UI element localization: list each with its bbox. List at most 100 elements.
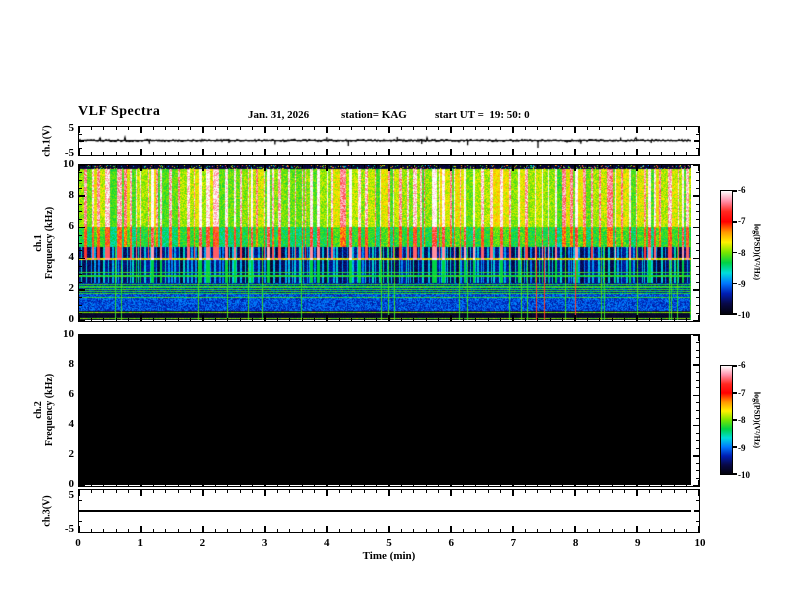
tick-mark <box>438 152 440 155</box>
tick-mark <box>140 149 142 155</box>
tick-mark <box>661 127 663 130</box>
tick-mark <box>500 529 502 532</box>
tick-mark <box>190 152 192 155</box>
tick-mark <box>696 387 699 389</box>
tick-mark <box>624 127 626 130</box>
tick-mark <box>693 334 699 336</box>
x-tick-label: 0 <box>75 537 81 549</box>
tick-mark <box>338 335 340 338</box>
tick-mark <box>165 318 167 321</box>
tick-mark <box>698 526 700 532</box>
tick-mark <box>487 335 489 338</box>
tick-mark <box>239 152 241 155</box>
tick-mark <box>227 490 229 493</box>
tick-mark <box>90 127 92 130</box>
tick-mark <box>190 318 192 321</box>
tick-mark <box>562 127 564 130</box>
tick-mark <box>599 165 601 168</box>
tick-mark <box>289 483 291 486</box>
tick-mark <box>693 164 699 166</box>
tick-mark <box>79 455 85 457</box>
tick-mark <box>487 318 489 321</box>
tick-mark <box>363 318 365 321</box>
tick-mark <box>90 152 92 155</box>
tick-mark <box>301 165 303 168</box>
tick-mark <box>79 342 82 344</box>
tick-mark <box>79 357 82 359</box>
tick-mark <box>413 335 415 338</box>
tick-mark <box>438 483 440 486</box>
tick-mark <box>289 165 291 168</box>
tick-mark <box>450 165 452 171</box>
tick-mark <box>115 483 117 486</box>
tick-mark <box>562 490 564 493</box>
tick-mark <box>301 335 303 338</box>
tick-mark <box>79 289 85 291</box>
tick-mark <box>549 529 551 532</box>
tick-mark <box>388 165 390 171</box>
tick-mark <box>475 335 477 338</box>
ch1-waveform-panel <box>78 126 700 156</box>
tick-mark <box>698 127 700 133</box>
tick-mark <box>549 318 551 321</box>
tick-mark <box>165 165 167 168</box>
tick-mark <box>252 335 254 338</box>
colorbar2-tick-label: -6 <box>738 360 746 370</box>
tick-mark <box>400 490 402 493</box>
tick-mark <box>90 483 92 486</box>
colorbar2-tick-label: -8 <box>738 415 746 425</box>
tick-mark <box>524 152 526 155</box>
tick-mark <box>648 483 650 486</box>
x-tick-label: 9 <box>635 537 641 549</box>
tick-mark <box>140 490 142 496</box>
tick-mark <box>314 335 316 338</box>
tick-mark <box>462 127 464 130</box>
ch1-spectrogram-panel <box>78 164 700 322</box>
tick-mark <box>79 424 85 427</box>
tick-mark <box>78 127 80 133</box>
tick-mark <box>177 318 179 321</box>
tick-mark <box>388 149 390 155</box>
tick-mark <box>462 529 464 532</box>
spec2-y-tick-label: 2 <box>68 448 75 460</box>
tick-mark <box>400 127 402 130</box>
tick-mark <box>314 318 316 321</box>
tick-mark <box>686 318 688 321</box>
tick-mark <box>190 127 192 130</box>
tick-mark <box>586 490 588 493</box>
tick-mark <box>661 490 663 493</box>
tick-mark <box>475 483 477 486</box>
spec1-y-tick-label: 10 <box>63 158 74 170</box>
tick-mark <box>79 432 82 434</box>
ch3-zero-line <box>79 509 691 512</box>
tick-mark <box>487 529 489 532</box>
tick-mark <box>338 529 340 532</box>
tick-mark <box>227 335 229 338</box>
tick-mark <box>696 203 699 205</box>
tick-mark <box>363 490 365 493</box>
tick-mark <box>79 364 85 366</box>
tick-mark <box>79 462 82 464</box>
tick-mark <box>90 165 92 168</box>
tick-mark <box>524 483 526 486</box>
tick-mark <box>696 133 699 135</box>
tick-mark <box>562 529 564 532</box>
tick-mark <box>79 477 82 479</box>
tick-mark <box>326 335 328 341</box>
tick-mark <box>140 526 142 532</box>
tick-mark <box>301 127 303 130</box>
tick-mark <box>413 127 415 130</box>
tick-mark <box>698 490 700 496</box>
tick-mark <box>264 149 266 155</box>
tick-mark <box>732 313 737 315</box>
tick-mark <box>425 483 427 486</box>
tick-mark <box>326 127 328 133</box>
spec2-channel-label: ch.2 <box>33 401 44 419</box>
tick-mark <box>351 165 353 168</box>
spec1-frequency-label: Frequency (kHz) <box>44 206 55 280</box>
tick-mark <box>549 490 551 493</box>
tick-mark <box>574 149 576 155</box>
tick-mark <box>78 526 80 532</box>
tick-mark <box>227 165 229 168</box>
